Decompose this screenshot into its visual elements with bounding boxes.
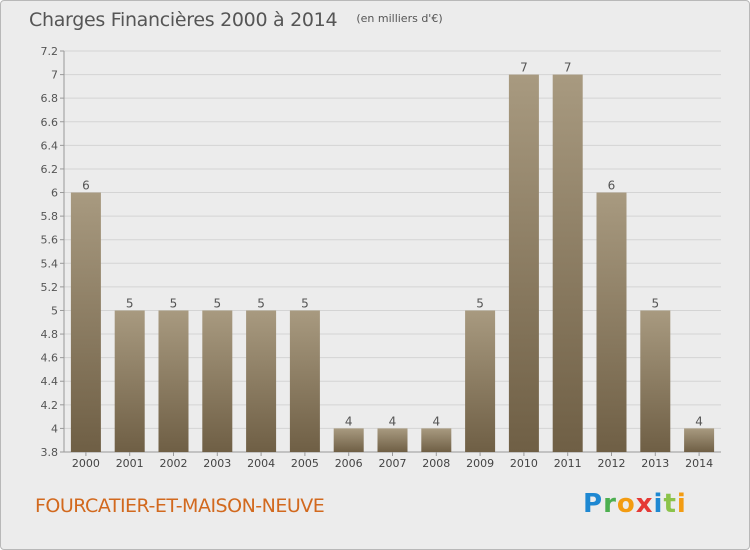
y-tick-label: 3.8: [41, 446, 59, 459]
data-label: 7: [520, 61, 528, 75]
bar: [158, 310, 189, 452]
bar: [246, 310, 277, 452]
x-tick-label: 2005: [291, 457, 319, 470]
data-label: 4: [695, 414, 703, 428]
y-tick-label: 4.6: [41, 352, 59, 365]
x-tick-label: 2002: [160, 457, 188, 470]
bar: [596, 192, 627, 452]
bar: [640, 310, 671, 452]
bars: [70, 74, 715, 453]
y-tick-label: 5.8: [41, 210, 59, 223]
data-label: 4: [389, 414, 397, 428]
data-label: 5: [213, 296, 221, 310]
y-tick-label: 7: [51, 69, 58, 82]
x-tick-label: 2003: [203, 457, 231, 470]
bar: [421, 428, 452, 452]
logo-letter: i: [653, 489, 664, 519]
data-label: 4: [432, 414, 440, 428]
x-tick-label: 2001: [116, 457, 144, 470]
data-label: 5: [476, 296, 484, 310]
logo-letter: t: [663, 489, 677, 519]
y-tick-label: 5: [51, 304, 58, 317]
x-tick-label: 2006: [335, 457, 363, 470]
commune-name: FOURCATIER-ET-MAISON-NEUVE: [35, 495, 325, 517]
bar: [333, 428, 364, 452]
title-row: Charges Financières 2000 à 2014 (en mill…: [29, 9, 443, 31]
data-label: 5: [126, 296, 134, 310]
bar: [465, 310, 496, 452]
data-label: 7: [564, 61, 572, 75]
data-label: 5: [170, 296, 178, 310]
logo-letter: x: [635, 489, 654, 519]
labels: 3.8 4 4.2 4.4 4.6 4.8 5 5.2 5.4 5.6 5.8 6 6.2 6.4 6.6 6…: [41, 45, 714, 470]
x-tick-label: 2009: [466, 457, 494, 470]
y-tick-label: 6.2: [41, 163, 59, 176]
y-tick-label: 4.8: [41, 328, 59, 341]
bar: [114, 310, 145, 452]
data-label: 5: [651, 296, 659, 310]
data-label: 4: [345, 414, 353, 428]
logo-letter: P: [583, 489, 604, 519]
chart-subtitle: (en milliers d'€): [356, 12, 443, 25]
x-tick-label: 2004: [247, 457, 275, 470]
x-tick-label: 2007: [379, 457, 407, 470]
bar: [377, 428, 408, 452]
y-tick-label: 6.4: [41, 139, 59, 152]
bar: [552, 74, 583, 453]
logo-letter: o: [616, 489, 636, 519]
y-tick-label: 4: [51, 422, 58, 435]
x-tick-label: 2010: [510, 457, 538, 470]
logo-letter: r: [603, 489, 617, 519]
y-tick-label: 5.4: [41, 257, 59, 270]
x-tick-label: 2008: [422, 457, 450, 470]
bar: [202, 310, 233, 452]
y-tick-label: 6.8: [41, 92, 59, 105]
x-tick-label: 2013: [641, 457, 669, 470]
data-label: 6: [608, 179, 616, 193]
y-tick-label: 7.2: [41, 45, 59, 58]
logo-letter: i: [676, 489, 687, 519]
chart-title: Charges Financières 2000 à 2014: [29, 9, 338, 31]
bar: [289, 310, 320, 452]
y-tick-label: 6.6: [41, 116, 59, 129]
bar: [70, 192, 101, 452]
data-label: 5: [257, 296, 265, 310]
data-label: 6: [82, 179, 90, 193]
bar: [508, 74, 539, 453]
data-label: 5: [301, 296, 309, 310]
proxiti-logo: Proxiti Proxiti: [583, 489, 687, 519]
y-tick-label: 6: [51, 187, 58, 200]
x-tick-label: 2014: [685, 457, 713, 470]
y-tick-label: 5.6: [41, 234, 59, 247]
x-tick-label: 2000: [72, 457, 100, 470]
bar: [684, 428, 715, 452]
x-tick-label: 2011: [554, 457, 582, 470]
y-tick-label: 5.2: [41, 281, 59, 294]
x-tick-label: 2012: [598, 457, 626, 470]
y-tick-label: 4.2: [41, 399, 59, 412]
y-tick-label: 4.4: [41, 375, 59, 388]
